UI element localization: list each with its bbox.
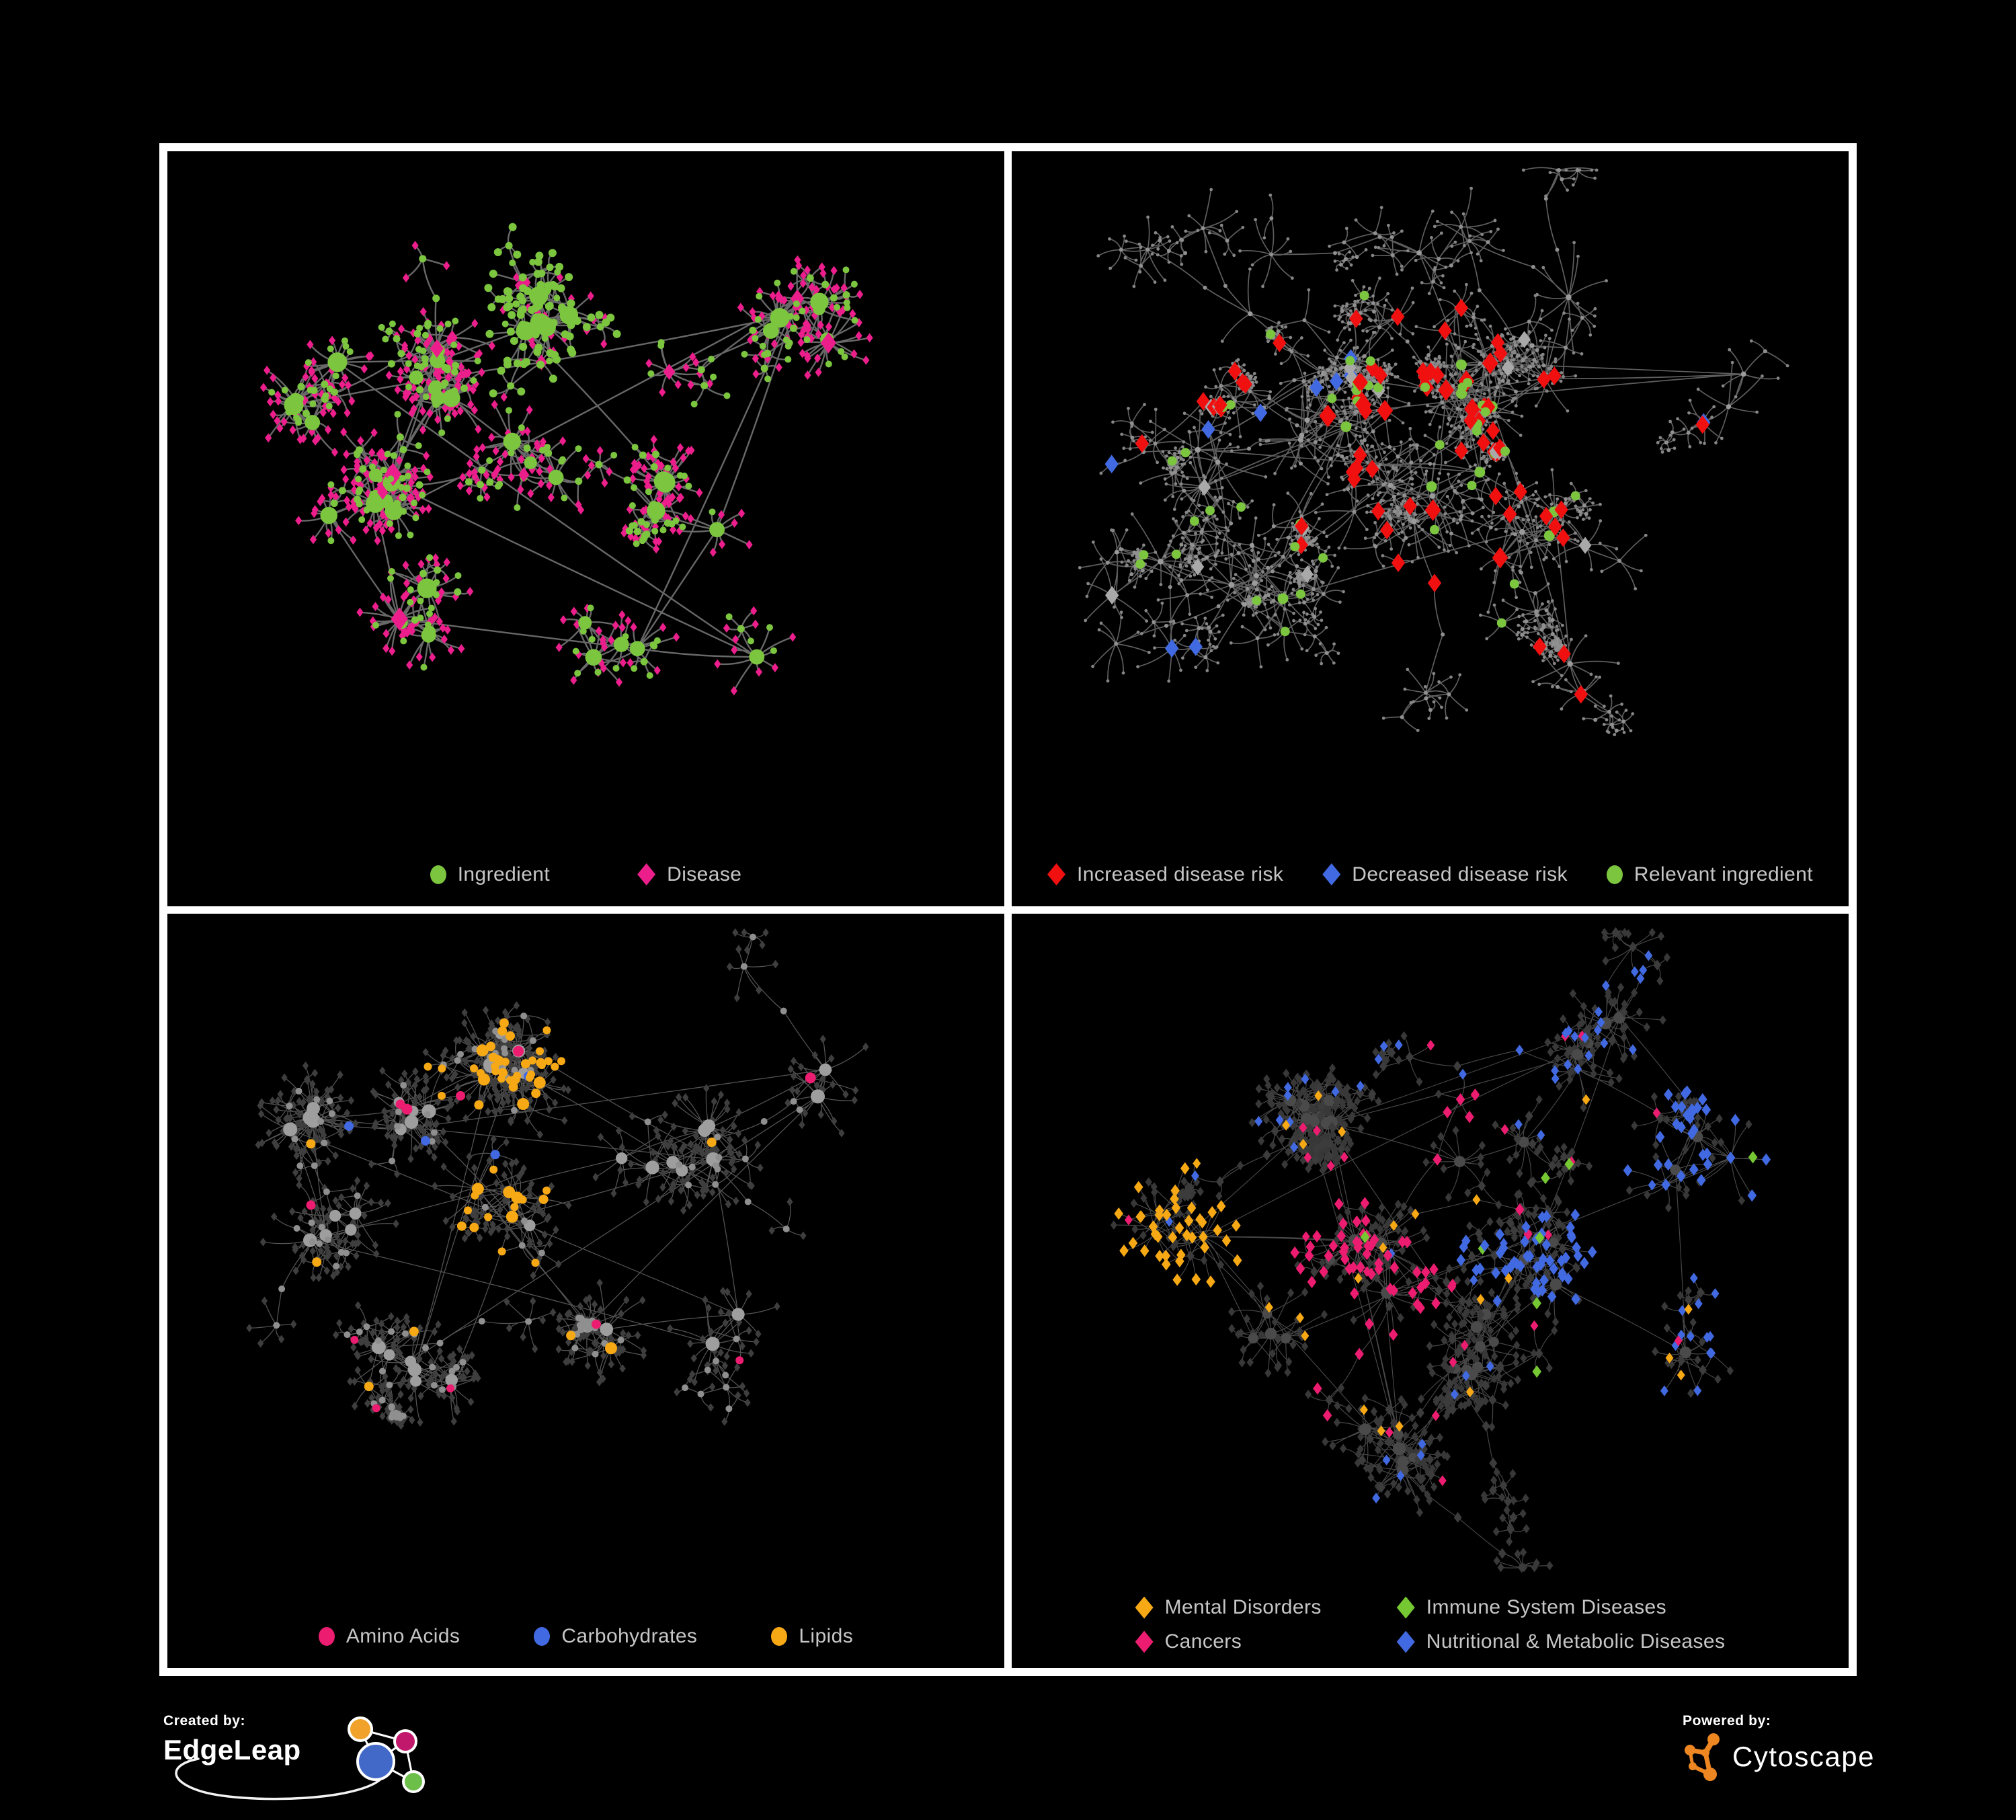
legend-item-relevant-ingredient: Relevant ingredient	[1606, 863, 1813, 886]
powered-by-block: Powered by: Cytoscape	[1683, 1713, 1965, 1794]
increased-risk-diamond-icon	[1047, 863, 1065, 885]
legend-item-amino-acids: Amino Acids	[318, 1625, 460, 1648]
legend-disease-risk: Increased disease risk Decreased disease…	[1012, 863, 1849, 886]
legend-label-decreased-risk: Decreased disease risk	[1352, 863, 1568, 885]
legend-disease-categories: Mental Disorders Immune System Diseases …	[1135, 1596, 1726, 1653]
legend-item-ingredient: Ingredient	[430, 863, 550, 886]
edgeleap-wordmark: EdgeLeap	[163, 1734, 301, 1766]
cancers-diamond-icon	[1135, 1630, 1154, 1653]
legend-item-disease: Disease	[637, 863, 741, 886]
ingredient-circle-icon	[430, 865, 446, 884]
carbohydrates-circle-icon	[534, 1627, 551, 1646]
legend-item-cancers: Cancers	[1135, 1630, 1322, 1653]
legend-label-relevant-ingredient: Relevant ingredient	[1634, 863, 1813, 885]
legend-label-ingredient: Ingredient	[457, 863, 551, 885]
legend-label-carbohydrates: Carbohydrates	[561, 1625, 698, 1647]
legend-item-lipids: Lipids	[771, 1625, 853, 1648]
created-by-block: Created by: EdgeLeap	[163, 1713, 479, 1807]
disease-diamond-icon	[637, 863, 656, 885]
legend-nutrient-classes: Amino Acids Carbohydrates Lipids	[167, 1625, 1004, 1648]
network-canvas-disease-categories	[1110, 926, 1771, 1573]
amino-acids-circle-icon	[318, 1627, 335, 1646]
panel-nutrient-classes: Amino Acids Carbohydrates Lipids	[167, 913, 1004, 1668]
nutritional-metabolic-diamond-icon	[1396, 1630, 1415, 1653]
legend-label-immune-diseases: Immune System Diseases	[1426, 1596, 1666, 1618]
legend-item-mental-disorders: Mental Disorders	[1135, 1596, 1322, 1619]
cytoscape-logo	[1685, 1733, 1720, 1781]
lipids-circle-icon	[771, 1627, 788, 1646]
legend-label-cancers: Cancers	[1164, 1630, 1242, 1653]
legend-label-lipids: Lipids	[799, 1625, 854, 1647]
cytoscape-wordmark: Cytoscape	[1732, 1741, 1875, 1772]
legend-label-mental-disorders: Mental Disorders	[1164, 1596, 1322, 1618]
legend-item-immune-diseases: Immune System Diseases	[1396, 1596, 1726, 1619]
legend-label-disease: Disease	[667, 863, 742, 885]
legend-ingredient-disease: Ingredient Disease	[167, 863, 1004, 886]
panel-ingredient-disease: Ingredient Disease	[167, 151, 1004, 906]
legend-item-carbohydrates: Carbohydrates	[534, 1625, 697, 1648]
network-canvas-nutrient-classes	[246, 928, 869, 1430]
legend-label-amino-acids: Amino Acids	[346, 1625, 460, 1647]
legend-item-decreased-risk: Decreased disease risk	[1322, 863, 1568, 886]
legend-label-nutritional-metabolic: Nutritional & Metabolic Diseases	[1426, 1630, 1726, 1653]
panel-disease-categories: Mental Disorders Immune System Diseases …	[1012, 913, 1849, 1668]
relevant-ingredient-circle-icon	[1606, 865, 1623, 884]
figure-grid: Ingredient Disease Increased disease ris…	[159, 143, 1857, 1676]
panel-disease-risk: Increased disease risk Decreased disease…	[1012, 151, 1849, 906]
legend-item-increased-risk: Increased disease risk	[1047, 863, 1283, 886]
legend-item-nutritional-metabolic: Nutritional & Metabolic Diseases	[1396, 1630, 1726, 1653]
immune-diseases-diamond-icon	[1396, 1596, 1415, 1619]
created-by-label: Created by:	[163, 1713, 246, 1729]
powered-by-label: Powered by:	[1683, 1713, 1771, 1729]
network-canvas-disease-risk	[1078, 167, 1789, 737]
legend-label-increased-risk: Increased disease risk	[1077, 863, 1284, 885]
decreased-risk-diamond-icon	[1322, 863, 1341, 885]
mental-disorders-diamond-icon	[1135, 1596, 1154, 1619]
network-canvas-ingredient-disease	[259, 223, 873, 696]
